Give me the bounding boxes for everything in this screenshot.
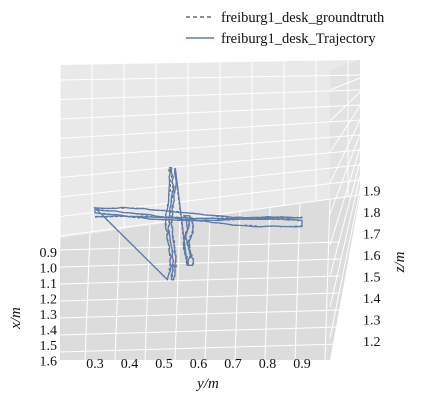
floor-pane: [60, 195, 360, 360]
back-pane: [60, 60, 360, 238]
grid-line: [329, 133, 361, 215]
grid-line: [59, 134, 361, 159]
grid-line: [59, 104, 361, 120]
x-tick-label: 1.0: [40, 262, 58, 277]
grid-line: [59, 89, 361, 100]
grid-line: [329, 147, 361, 246]
grid-line: [59, 74, 361, 81]
y-tick-label: 0.4: [121, 357, 139, 372]
grid-line: [329, 77, 361, 91]
x-tick-label: 1.5: [40, 339, 58, 354]
z-tick-label: 1.6: [363, 249, 381, 264]
z-tick-label: 1.8: [363, 206, 381, 221]
grid-line: [329, 189, 361, 339]
grid-line: [54, 237, 61, 361]
y-tick-label: 0.8: [259, 357, 277, 372]
x-tick-label: 1.4: [40, 324, 58, 339]
grid-line: [324, 199, 331, 361]
grid-line: [329, 91, 361, 122]
x-axis-label: x/m: [8, 307, 24, 330]
y-tick-label: 0.6: [190, 357, 208, 372]
grid-line: [59, 241, 341, 251]
x-tick-label: 0.9: [40, 246, 58, 261]
grid-line: [329, 105, 361, 153]
grid-line: [234, 212, 241, 361]
legend: freiburg1_desk_groundtruth freiburg1_des…: [186, 10, 385, 47]
grid-line: [59, 164, 361, 198]
z-tick-label: 1.3: [363, 314, 381, 329]
x-tick-label: 1.6: [40, 355, 58, 370]
grid-line: [59, 149, 361, 178]
grid-line: [174, 220, 181, 361]
grid-line: [59, 119, 361, 139]
grid-line: [84, 233, 91, 361]
grid-line: [59, 292, 341, 302]
grid-line: [59, 326, 341, 336]
grid-line: [59, 258, 341, 268]
z-tick-label: 1.4: [363, 292, 381, 307]
legend-label-trajectory: freiburg1_desk_Trajectory: [221, 31, 376, 47]
z-tick-label: 1.2: [363, 335, 381, 350]
trajectory-layer: [93, 167, 303, 281]
y-axis-label: y/m: [195, 376, 219, 392]
grid-line: [204, 216, 211, 361]
z-tick-label: 1.7: [363, 228, 381, 243]
grid-line: [59, 343, 341, 353]
grid-line: [114, 229, 121, 361]
z-tick-label: 1.5: [363, 271, 381, 286]
grid-lines: [54, 60, 361, 361]
tick-labels: 0.3 0.4 0.5 0.6 0.7 0.8 0.91.21.31.41.51.61.71…: [40, 185, 381, 373]
y-tick-label: 0.3: [86, 357, 104, 372]
grid-line: [264, 207, 271, 361]
grid-line: [294, 203, 301, 361]
x-tick-label: 1.3: [40, 308, 58, 323]
x-tick-label: 1.2: [40, 293, 58, 308]
series-trajectory-line: [93, 167, 303, 281]
y-tick-label: 0.9: [293, 357, 311, 372]
grid-line: [329, 175, 361, 308]
y-tick-label: 0.7: [224, 357, 242, 372]
z-tick-label: 1.9: [363, 185, 381, 200]
z-axis-label: z/m: [392, 251, 408, 273]
grid-line: [329, 119, 361, 184]
legend-label-groundtruth: freiburg1_desk_groundtruth: [221, 10, 385, 26]
y-tick-label: 0.5: [155, 357, 173, 372]
grid-line: [329, 161, 361, 277]
grid-line: [59, 309, 341, 319]
x-tick-label: 1.1: [40, 277, 58, 292]
grid-line: [59, 275, 341, 285]
